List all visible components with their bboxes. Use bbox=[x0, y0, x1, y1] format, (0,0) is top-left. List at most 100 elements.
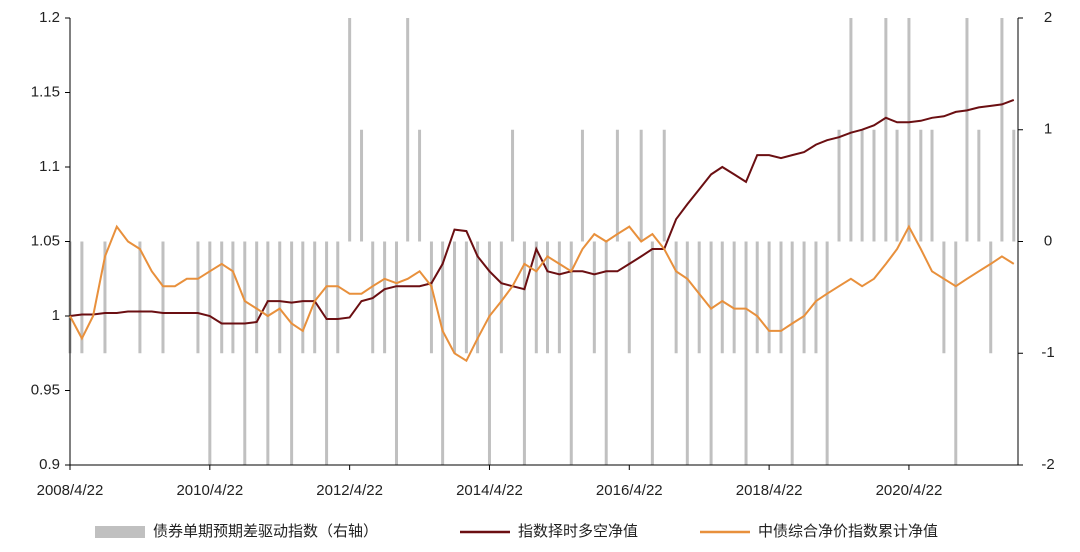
signal-bar bbox=[639, 129, 643, 242]
signal-bar bbox=[965, 18, 969, 242]
signal-bar bbox=[545, 241, 549, 354]
signal-bar bbox=[604, 241, 608, 465]
legend-swatch bbox=[95, 526, 145, 538]
y-tick-label: 0.9 bbox=[39, 456, 60, 473]
signal-bar bbox=[1000, 18, 1004, 242]
signal-bar bbox=[231, 241, 235, 354]
y-tick-label: 1.05 bbox=[31, 232, 60, 249]
signal-bar bbox=[360, 129, 364, 242]
signal-bar bbox=[744, 241, 748, 465]
signal-bar bbox=[569, 241, 573, 465]
signal-bar bbox=[196, 241, 200, 354]
signal-bar bbox=[243, 241, 247, 465]
signal-bar bbox=[580, 129, 584, 242]
legend-label: 债券单期预期差驱动指数（右轴） bbox=[153, 523, 378, 540]
signal-bar bbox=[627, 241, 631, 354]
signal-bar bbox=[441, 241, 445, 465]
x-tick-label: 2012/4/22 bbox=[316, 482, 383, 499]
signal-bar bbox=[499, 241, 503, 354]
signal-bar bbox=[394, 241, 398, 465]
signal-bar bbox=[313, 241, 317, 354]
y2-tick-label: -1 bbox=[1041, 344, 1054, 361]
x-tick-label: 2016/4/22 bbox=[596, 482, 663, 499]
signal-bar bbox=[662, 129, 666, 242]
signal-bar bbox=[837, 129, 841, 242]
signal-bar bbox=[80, 241, 84, 354]
legend-label: 中债综合净价指数累计净值 bbox=[758, 523, 938, 540]
signal-bar bbox=[476, 241, 480, 354]
series-line bbox=[69, 98, 1015, 325]
y2-tick-label: 2 bbox=[1044, 9, 1052, 26]
legend-label: 指数择时多空净值 bbox=[518, 523, 638, 540]
signal-bar bbox=[418, 129, 422, 242]
signal-bar bbox=[919, 129, 923, 242]
signal-bar bbox=[755, 241, 759, 354]
series-line bbox=[69, 224, 1015, 363]
signal-bar bbox=[872, 129, 876, 242]
signal-bar bbox=[860, 129, 864, 242]
signal-bar bbox=[779, 241, 783, 354]
signal-bar bbox=[849, 18, 853, 242]
x-tick-label: 2008/4/22 bbox=[37, 482, 104, 499]
y-tick-label: 1.2 bbox=[39, 9, 60, 26]
signal-bar bbox=[325, 241, 329, 465]
signal-bar bbox=[685, 241, 689, 465]
y-tick-label: 1.15 bbox=[31, 83, 60, 100]
signal-bar bbox=[592, 241, 596, 354]
signal-bar bbox=[814, 241, 818, 354]
signal-bar bbox=[220, 241, 224, 354]
signal-bar bbox=[522, 241, 526, 465]
signal-bar bbox=[464, 241, 468, 354]
signal-bar bbox=[825, 241, 829, 465]
signal-bar bbox=[290, 241, 294, 465]
signal-bar bbox=[278, 241, 282, 354]
signal-bar bbox=[977, 129, 981, 242]
signal-bar bbox=[534, 241, 538, 354]
y-tick-label: 1 bbox=[52, 307, 60, 324]
signal-bar bbox=[930, 129, 934, 242]
signal-bar bbox=[615, 129, 619, 242]
signal-bar bbox=[383, 241, 387, 354]
signal-bar bbox=[697, 241, 701, 354]
signal-bar bbox=[511, 129, 515, 242]
x-tick-label: 2020/4/22 bbox=[876, 482, 943, 499]
x-tick-label: 2010/4/22 bbox=[176, 482, 243, 499]
signal-bar bbox=[406, 18, 410, 242]
signal-bar bbox=[895, 129, 899, 242]
signal-bar bbox=[208, 241, 212, 465]
signal-bar bbox=[790, 241, 794, 465]
signal-bar bbox=[732, 241, 736, 354]
signal-bar bbox=[942, 241, 946, 354]
signal-bar bbox=[907, 18, 911, 242]
y-tick-label: 0.95 bbox=[31, 381, 60, 398]
y2-tick-label: -2 bbox=[1041, 456, 1054, 473]
signal-bar bbox=[884, 18, 888, 242]
signal-bar bbox=[336, 241, 340, 354]
signal-bar bbox=[674, 241, 678, 354]
signal-bar bbox=[709, 241, 713, 465]
signal-bar bbox=[453, 241, 457, 354]
signal-bar bbox=[767, 241, 771, 354]
signal-bar bbox=[301, 241, 305, 354]
signal-bar bbox=[103, 241, 107, 354]
signal-bar bbox=[161, 241, 165, 354]
signal-bar bbox=[348, 18, 352, 242]
signal-bar bbox=[255, 241, 259, 354]
signal-bar bbox=[266, 241, 270, 465]
signal-bar bbox=[802, 241, 806, 354]
signal-bar bbox=[1012, 129, 1016, 242]
y-tick-label: 1.1 bbox=[39, 158, 60, 175]
signal-bar bbox=[650, 241, 654, 465]
signal-bar bbox=[989, 241, 993, 354]
y2-tick-label: 0 bbox=[1044, 232, 1052, 249]
y2-tick-label: 1 bbox=[1044, 121, 1052, 138]
signal-bar bbox=[720, 241, 724, 354]
signal-bar bbox=[954, 241, 958, 465]
signal-bar bbox=[487, 241, 491, 465]
signal-bar bbox=[429, 241, 433, 354]
x-tick-label: 2014/4/22 bbox=[456, 482, 523, 499]
signal-bar bbox=[138, 241, 142, 354]
x-tick-label: 2018/4/22 bbox=[736, 482, 803, 499]
signal-bar bbox=[557, 241, 561, 354]
